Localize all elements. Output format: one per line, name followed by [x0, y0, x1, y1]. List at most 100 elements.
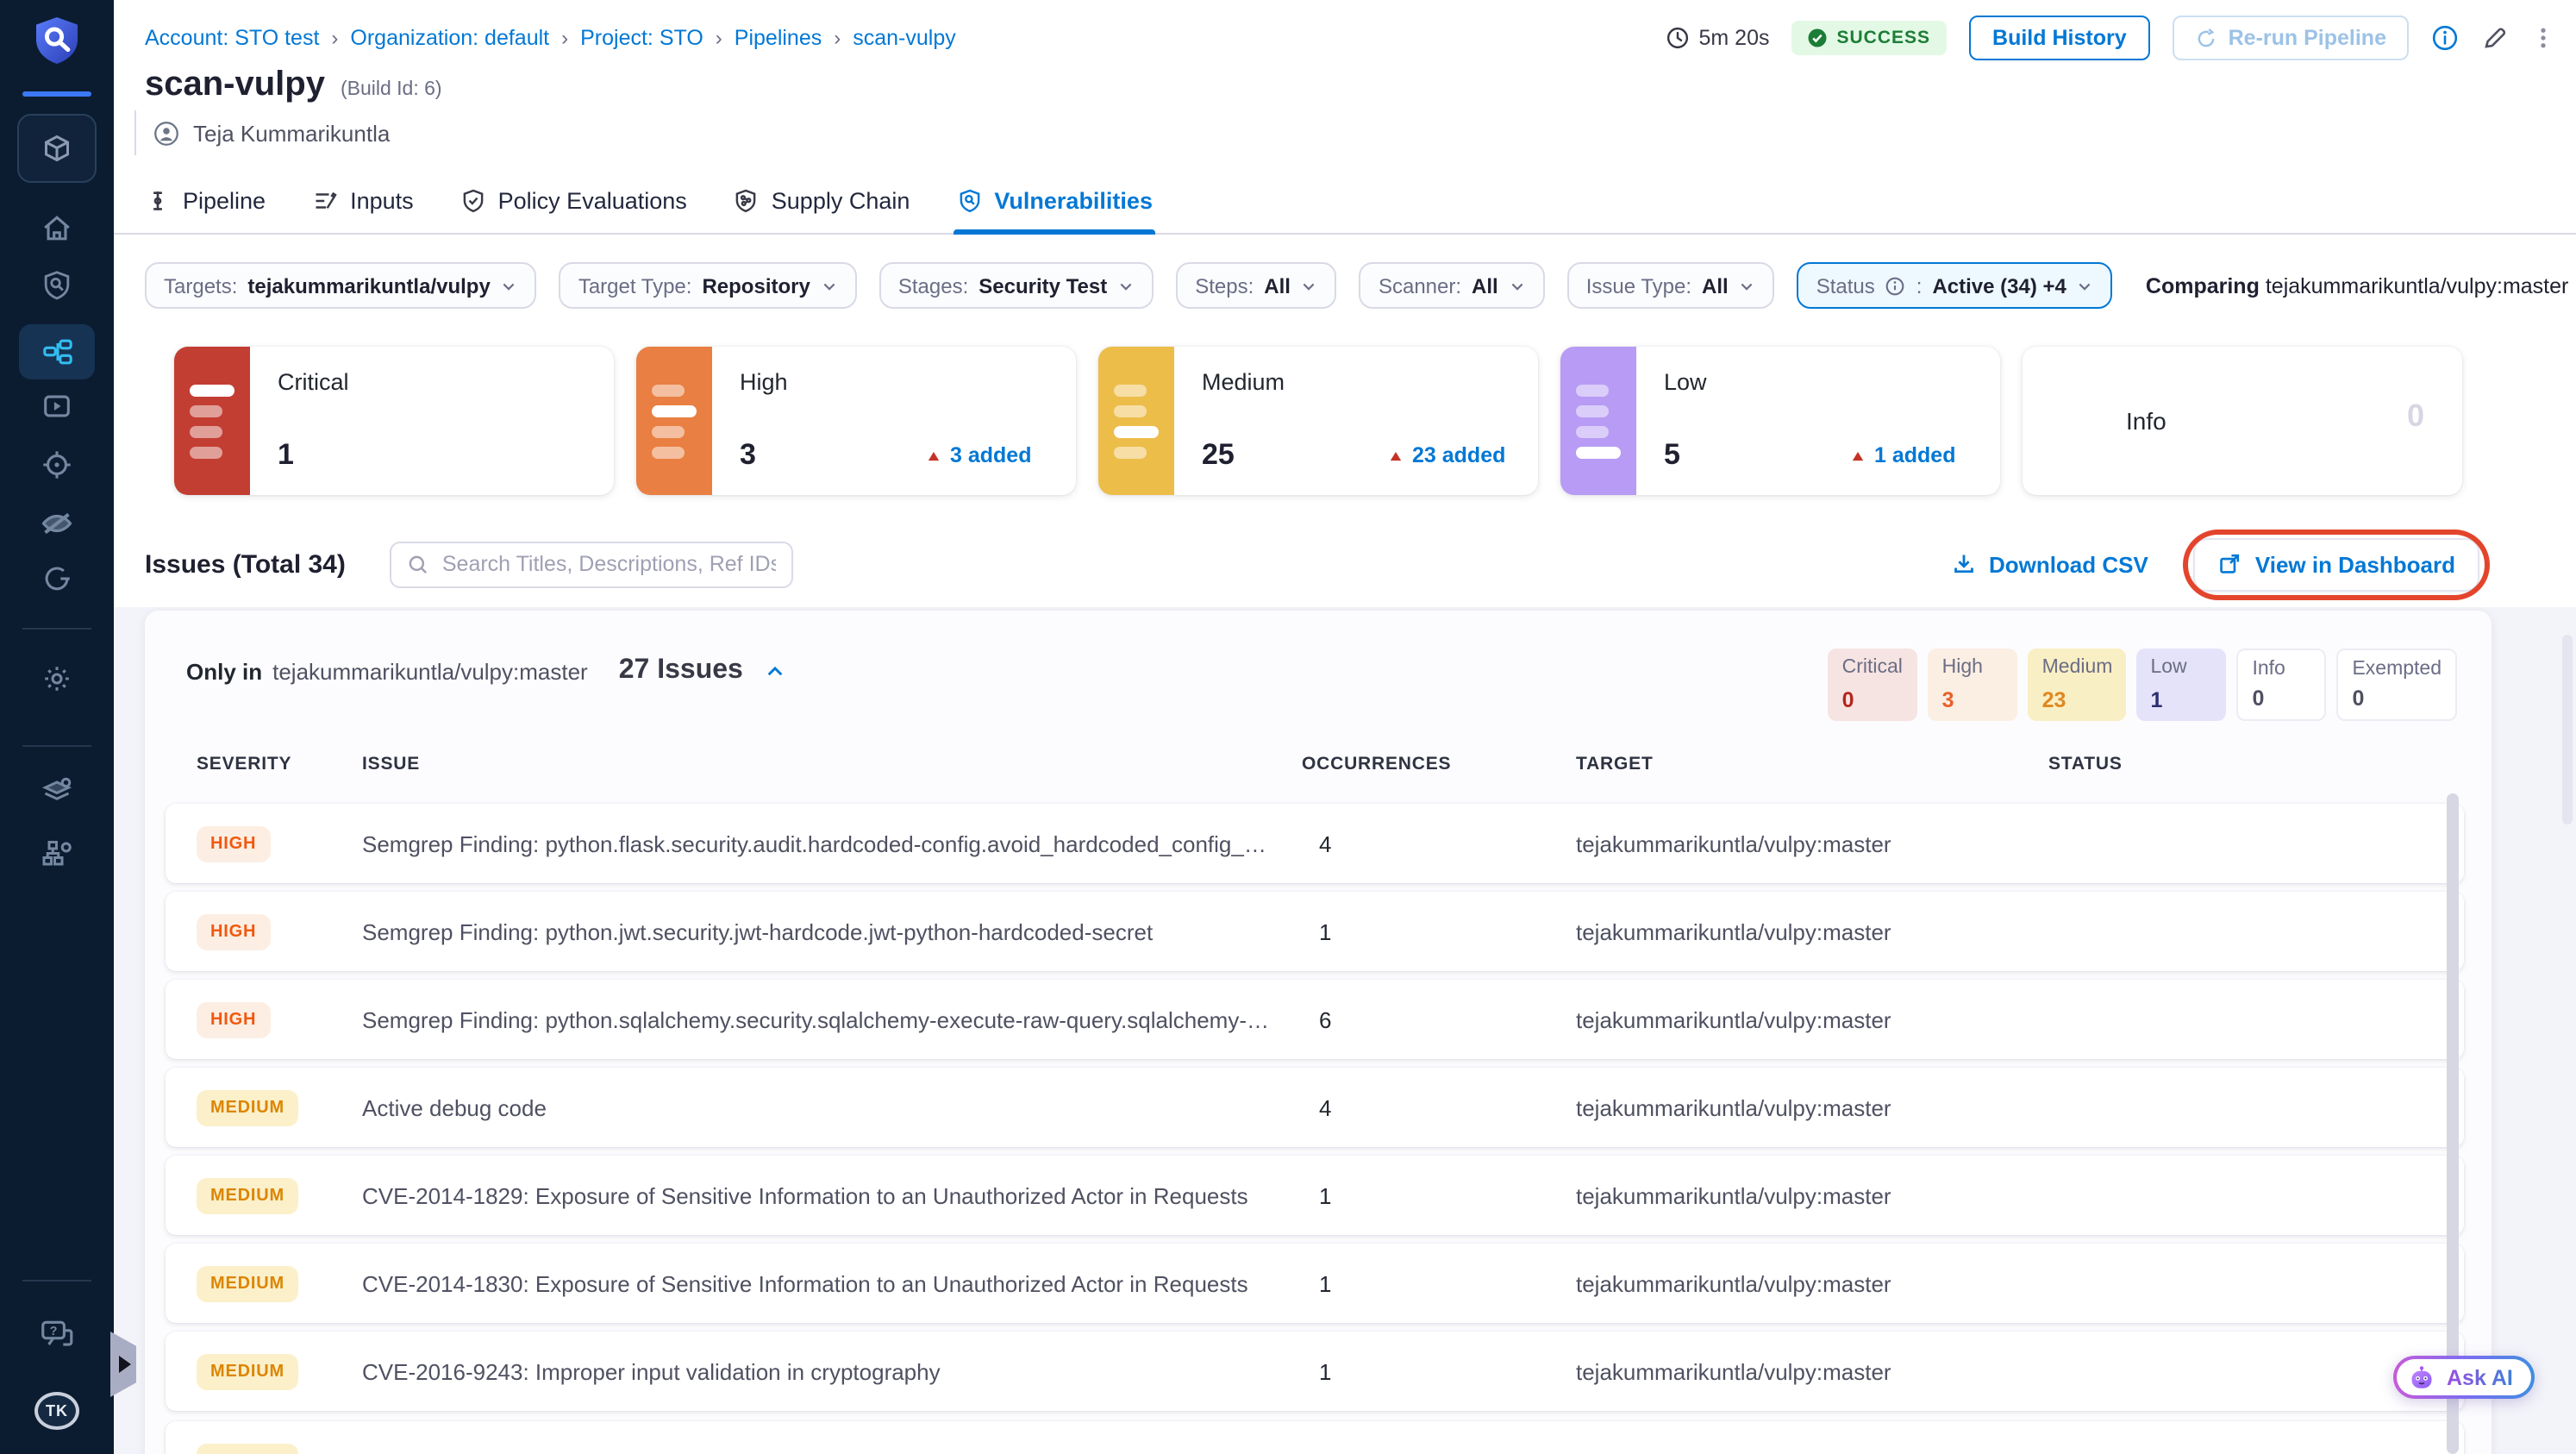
- critical-bars-icon: [174, 347, 250, 495]
- chip-high[interactable]: High 3: [1928, 649, 2018, 721]
- issue-row[interactable]: HIGH Semgrep Finding: python.flask.secur…: [166, 804, 2464, 883]
- severity-badge: HIGH: [197, 825, 271, 862]
- page-title: scan-vulpy: [145, 66, 325, 103]
- overview-shield-search-icon[interactable]: [41, 269, 73, 310]
- filter-stages[interactable]: Stages: Security Test: [878, 262, 1154, 309]
- issue-title: CVE-2014-1830: Exposure of Sensitive Inf…: [362, 1270, 1248, 1296]
- settings-gear-icon[interactable]: [41, 662, 73, 704]
- issue-occurrences: 1: [1319, 1270, 1332, 1296]
- info-icon[interactable]: [2431, 24, 2459, 52]
- issue-row[interactable]: HIGH Semgrep Finding: python.jwt.securit…: [166, 892, 2464, 971]
- issue-row[interactable]: MEDIUM CVE-2014-1829: Exposure of Sensit…: [166, 1156, 2464, 1235]
- severity-badge: HIGH: [197, 913, 271, 949]
- issue-target: tejakummarikuntla/vulpy:master: [1576, 1094, 1891, 1120]
- collapse-chevron-up-icon[interactable]: [764, 660, 786, 682]
- tab-vulnerabilities[interactable]: Vulnerabilities: [953, 166, 1156, 234]
- user-icon: [153, 120, 179, 146]
- tab-policy-evaluations[interactable]: Policy Evaluations: [460, 166, 687, 234]
- home-icon[interactable]: [41, 212, 73, 254]
- breadcrumb-separator: ›: [834, 26, 841, 50]
- build-duration: 5m 20s: [1666, 26, 1770, 50]
- severity-badge: MEDIUM: [197, 1265, 298, 1301]
- chip-low[interactable]: Low 1: [2136, 649, 2227, 721]
- breadcrumb-current[interactable]: scan-vulpy: [853, 26, 956, 50]
- breadcrumb-project[interactable]: Project: STO: [580, 26, 703, 50]
- edit-pencil-icon[interactable]: [2481, 24, 2509, 52]
- tab-supply-chain[interactable]: Supply Chain: [734, 166, 910, 234]
- card-high[interactable]: High 3 3 added: [636, 347, 1076, 495]
- triangle-up-icon: [1850, 448, 1866, 463]
- help-chat-icon[interactable]: ?: [39, 1316, 75, 1361]
- card-medium[interactable]: Medium 25 23 added: [1098, 347, 1538, 495]
- issue-occurrences: 6: [1319, 1006, 1332, 1032]
- module-selector-button[interactable]: [17, 114, 97, 183]
- targets-crosshair-icon[interactable]: [41, 448, 73, 490]
- sidebar-divider: [22, 1280, 91, 1282]
- breadcrumb-separator: ›: [561, 26, 569, 50]
- issue-row[interactable]: HIGH Semgrep Finding: python.sqlalchemy.…: [166, 980, 2464, 1059]
- default-settings-layers-icon[interactable]: [40, 775, 74, 818]
- build-history-button[interactable]: Build History: [1968, 16, 2151, 60]
- issues-search[interactable]: [390, 541, 794, 587]
- breadcrumb-organization[interactable]: Organization: default: [350, 26, 550, 50]
- executions-icon[interactable]: [41, 390, 73, 431]
- chip-medium[interactable]: Medium 23: [2028, 649, 2127, 721]
- chip-info[interactable]: Info 0: [2236, 649, 2327, 721]
- status-badge: SUCCESS: [1791, 21, 1947, 55]
- issues-group-header: Only in tejakummarikuntla/vulpy:master 2…: [186, 655, 786, 686]
- author-row: Teja Kummarikuntla: [134, 110, 390, 155]
- severity-badge: HIGH: [197, 1001, 271, 1037]
- page-scrollbar[interactable]: [2562, 635, 2573, 824]
- external-link-icon: [2217, 552, 2241, 576]
- breadcrumb-pipelines[interactable]: Pipelines: [734, 26, 822, 50]
- kebab-menu-icon[interactable]: [2531, 24, 2555, 52]
- filter-targets[interactable]: Targets: tejakummarikuntla/vulpy: [145, 262, 537, 309]
- filter-scanner[interactable]: Scanner: All: [1359, 262, 1545, 309]
- card-low[interactable]: Low 5 1 added: [1560, 347, 2000, 495]
- issues-total-title: Issues (Total 34): [145, 549, 346, 579]
- active-module-underline: [22, 91, 91, 97]
- filter-issue-type[interactable]: Issue Type: All: [1566, 262, 1775, 309]
- card-info[interactable]: Info 0: [2023, 347, 2462, 495]
- added-count: 1 added: [1850, 443, 1956, 467]
- rerun-pipeline-button[interactable]: Re-run Pipeline: [2173, 16, 2409, 60]
- tab-pipeline[interactable]: Pipeline: [145, 166, 266, 234]
- ask-ai-button[interactable]: Ask AI: [2393, 1356, 2535, 1399]
- filter-target-type[interactable]: Target Type: Repository: [559, 262, 857, 309]
- view-in-dashboard-button[interactable]: View in Dashboard: [2192, 537, 2479, 591]
- exemptions-eye-off-icon[interactable]: [40, 506, 74, 549]
- breadcrumb-separator: ›: [331, 26, 339, 50]
- search-input[interactable]: [441, 552, 777, 576]
- chip-exempted[interactable]: Exempted 0: [2336, 649, 2457, 721]
- org-settings-network-icon[interactable]: [40, 836, 74, 879]
- col-issue: ISSUE: [362, 754, 421, 774]
- issue-title: Semgrep Finding: python.jwt.security.jwt…: [362, 918, 1154, 944]
- expand-arrow-icon: [119, 1356, 131, 1373]
- baselines-power-icon[interactable]: [41, 562, 73, 604]
- card-critical[interactable]: Critical 1: [174, 347, 614, 495]
- user-avatar[interactable]: TK: [34, 1392, 79, 1430]
- breadcrumb-account[interactable]: Account: STO test: [145, 26, 320, 50]
- sidebar-divider: [22, 745, 91, 747]
- author-name: Teja Kummarikuntla: [193, 120, 391, 146]
- issue-title: Semgrep Finding: python.flask.security.a…: [362, 830, 1302, 856]
- sto-logo-icon[interactable]: [31, 13, 83, 77]
- policy-shield-check-icon: [460, 187, 486, 213]
- issue-row[interactable]: MEDIUM CVE-2014-1830: Exposure of Sensit…: [166, 1244, 2464, 1323]
- pipelines-nav-active[interactable]: [19, 324, 95, 379]
- severity-badge: MEDIUM: [197, 1177, 298, 1213]
- tab-inputs[interactable]: Inputs: [312, 166, 414, 234]
- filter-status[interactable]: Status : Active (34) +4: [1797, 262, 2113, 309]
- issue-target: tejakummarikuntla/vulpy:master: [1576, 918, 1891, 944]
- table-scrollbar[interactable]: [2447, 793, 2459, 1454]
- vulnerabilities-shield-icon: [956, 187, 982, 213]
- chip-critical[interactable]: Critical 0: [1828, 649, 1918, 721]
- issue-row[interactable]: MEDIUM CVE-2016-9243: Improper input val…: [166, 1332, 2464, 1411]
- issue-row-partial[interactable]: MEDIUM: [166, 1421, 2464, 1454]
- issue-title: Semgrep Finding: python.sqlalchemy.secur…: [362, 1006, 1302, 1032]
- download-csv-link[interactable]: Download CSV: [1953, 551, 2148, 577]
- issue-row[interactable]: MEDIUM Active debug code 4 tejakummariku…: [166, 1068, 2464, 1147]
- sidebar-divider: [22, 628, 91, 630]
- issue-occurrences: 1: [1319, 918, 1332, 944]
- filter-steps[interactable]: Steps: All: [1176, 262, 1337, 309]
